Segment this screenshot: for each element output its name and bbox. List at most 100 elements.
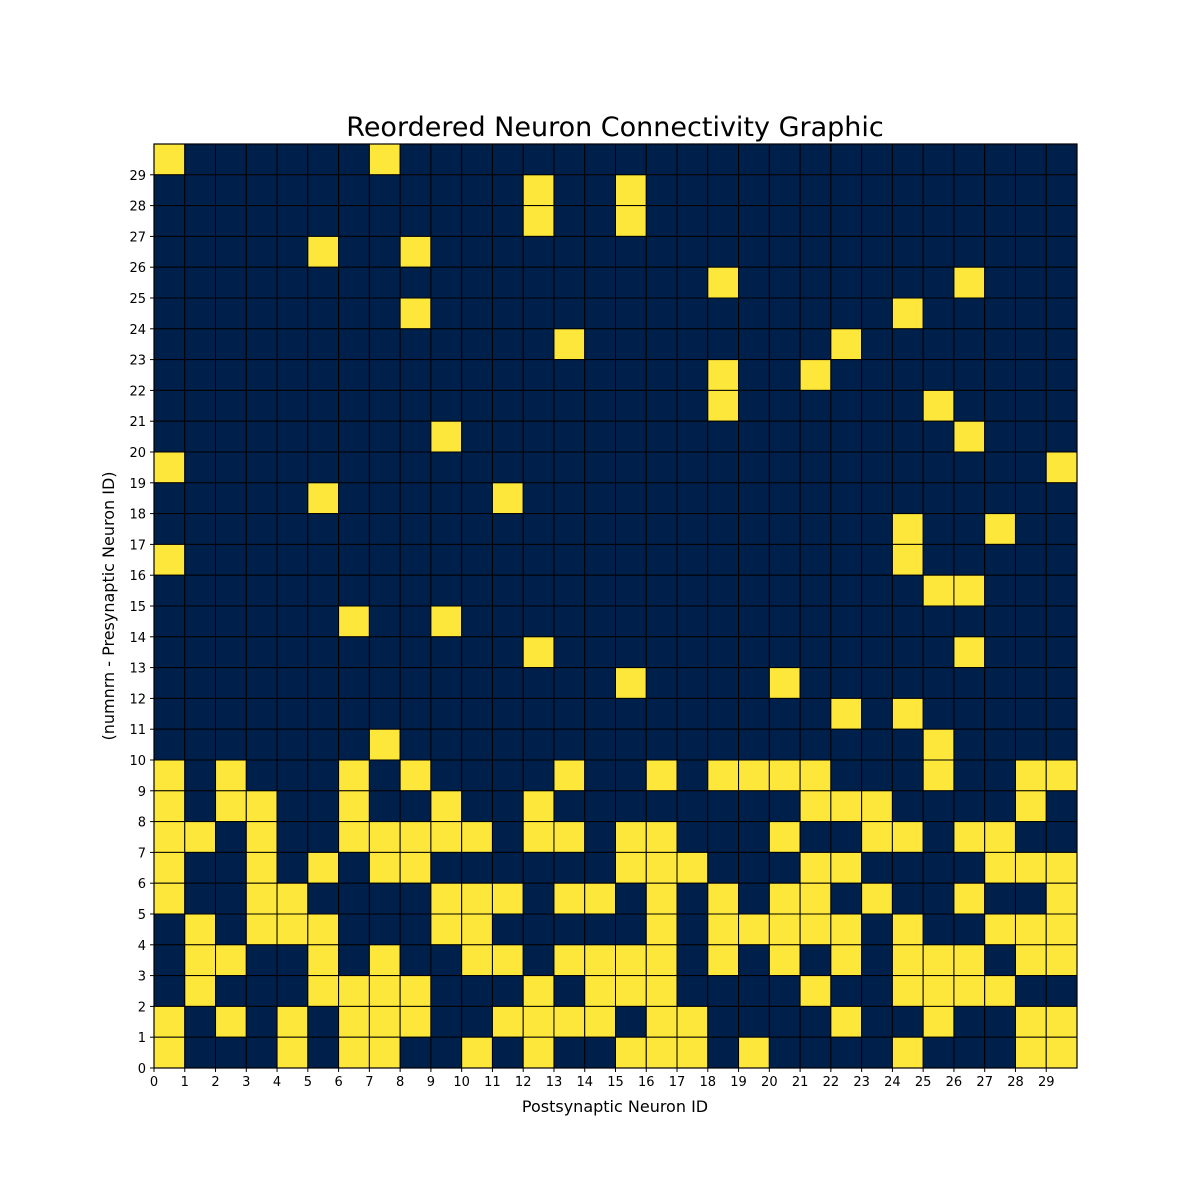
empty-cell [1045,328,1078,361]
empty-cell [984,944,1016,977]
empty-cell [245,1005,278,1038]
empty-cell [399,728,432,761]
empty-cell [799,420,832,453]
empty-cell [245,235,278,268]
empty-cell [1045,605,1078,638]
empty-cell [768,297,801,330]
empty-cell [922,328,955,361]
empty-cell [153,297,186,330]
connection-cell [430,605,463,638]
empty-cell [768,389,801,422]
connection-cell [645,1005,678,1038]
x-tick-label: 1 [181,1075,189,1090]
empty-cell [799,574,832,607]
empty-cell [953,451,986,484]
connection-cell [615,975,647,1007]
empty-cell [399,790,432,823]
empty-cell [276,851,309,884]
empty-cell [891,174,924,207]
connection-cell [1014,851,1047,884]
empty-cell [738,543,770,576]
empty-cell [184,1036,217,1069]
empty-cell [768,543,801,576]
empty-cell [430,1005,463,1038]
empty-cell [215,205,247,237]
empty-cell [861,205,893,237]
empty-cell [184,235,217,268]
empty-cell [984,728,1016,761]
x-tick-label: 7 [365,1075,373,1090]
empty-cell [953,790,986,823]
connection-cell [645,1036,678,1069]
empty-cell [461,697,493,730]
empty-cell [830,389,863,422]
empty-cell [768,513,801,545]
connection-cell [399,235,432,268]
empty-cell [153,205,186,237]
connection-cell [984,851,1016,884]
heatmap-cells [153,143,1078,1069]
empty-cell [338,882,370,915]
empty-cell [338,389,370,422]
empty-cell [338,574,370,607]
y-tick-label: 12 [129,692,146,707]
connection-cell [830,851,863,884]
connection-cell [738,759,770,792]
empty-cell [491,420,524,453]
empty-cell [368,697,401,730]
empty-cell [368,328,401,361]
empty-cell [215,821,247,853]
connection-cell [491,482,524,515]
empty-cell [399,636,432,669]
empty-cell [861,944,893,977]
connection-cell [522,1036,555,1069]
empty-cell [338,359,370,391]
x-tick-label: 6 [334,1075,342,1090]
empty-cell [461,389,493,422]
empty-cell [1014,821,1047,853]
empty-cell [861,174,893,207]
empty-cell [399,389,432,422]
empty-cell [399,451,432,484]
empty-cell [1014,605,1047,638]
empty-cell [215,851,247,884]
empty-cell [984,235,1016,268]
empty-cell [184,697,217,730]
connection-cell [153,543,186,576]
empty-cell [368,451,401,484]
empty-cell [461,235,493,268]
empty-cell [215,636,247,669]
connection-cell [368,944,401,977]
connection-cell [953,636,986,669]
empty-cell [399,420,432,453]
connection-cell [891,975,924,1007]
connection-cell [338,975,370,1007]
empty-cell [922,420,955,453]
empty-cell [553,451,586,484]
empty-cell [522,143,555,176]
empty-cell [768,1036,801,1069]
empty-cell [1045,667,1078,699]
connection-cell [461,821,493,853]
connection-cell [399,759,432,792]
empty-cell [461,420,493,453]
empty-cell [861,913,893,946]
empty-cell [215,297,247,330]
empty-cell [245,174,278,207]
empty-cell [891,574,924,607]
empty-cell [645,574,678,607]
x-tick-label: 26 [946,1075,963,1090]
empty-cell [738,1005,770,1038]
empty-cell [645,790,678,823]
empty-cell [553,636,586,669]
connection-cell [861,821,893,853]
empty-cell [891,636,924,669]
empty-cell [953,543,986,576]
connection-cell [461,882,493,915]
empty-cell [584,636,617,669]
empty-cell [430,636,463,669]
empty-cell [215,482,247,515]
empty-cell [707,574,740,607]
empty-cell [1014,975,1047,1007]
empty-cell [553,420,586,453]
